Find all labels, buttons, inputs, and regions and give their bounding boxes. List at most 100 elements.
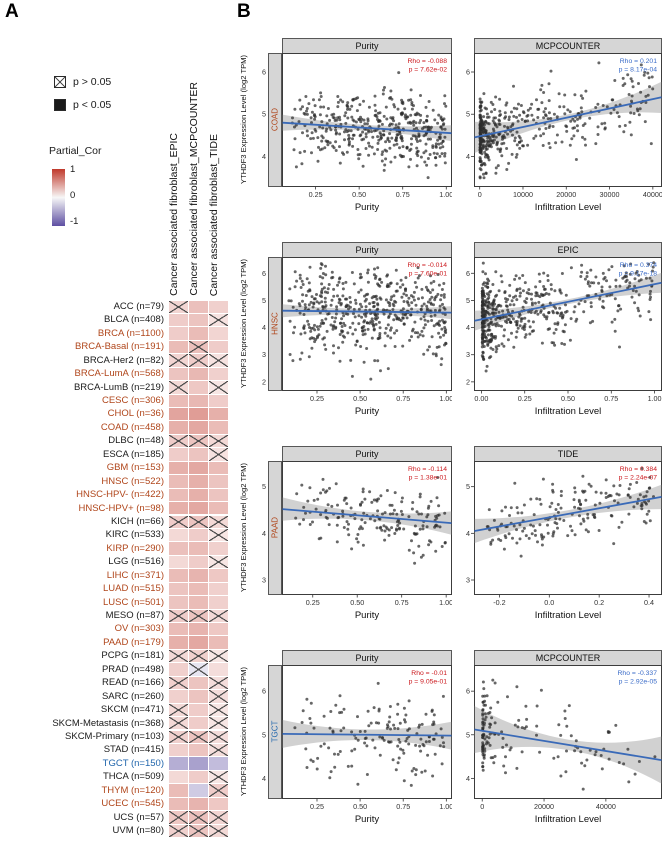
svg-text:0: 0 bbox=[478, 190, 482, 199]
panel-b-label: B bbox=[237, 1, 251, 22]
heatmap-cell bbox=[209, 784, 228, 797]
y-axis-ticks: 4 5 6 bbox=[262, 68, 266, 161]
cancer-type-label: BRCA-Basal (n=191) bbox=[75, 341, 164, 353]
heatmap-cell bbox=[189, 502, 208, 515]
heatmap-cell bbox=[209, 757, 228, 770]
svg-text:5: 5 bbox=[466, 482, 470, 491]
cancer-type-label: READ (n=166) bbox=[101, 677, 164, 689]
panel-title: Purity bbox=[355, 449, 379, 459]
heatmap-cell bbox=[209, 461, 228, 475]
heatmap-cell bbox=[169, 784, 188, 797]
cancer-type-label: SKCM-Primary (n=103) bbox=[65, 730, 164, 742]
heatmap-cell bbox=[189, 340, 208, 354]
heatmap-row: KICH (n=66) bbox=[0, 515, 240, 528]
cancer-type-label: KIRP (n=290) bbox=[106, 542, 164, 554]
heatmap-cell bbox=[189, 542, 208, 555]
heatmap-cell bbox=[189, 367, 208, 381]
p-value-annotation: p = 2.24e-07 bbox=[619, 475, 658, 482]
heatmap-cell bbox=[189, 555, 208, 569]
heatmap-cell bbox=[189, 609, 208, 622]
heatmap-row: OV (n=303) bbox=[0, 623, 240, 636]
cancer-type-label: BRCA-LumA (n=568) bbox=[74, 368, 165, 380]
facet-strip-label: COAD bbox=[271, 108, 280, 131]
svg-text:1.00: 1.00 bbox=[439, 598, 452, 607]
p-gt-label: p > 0.05 bbox=[73, 76, 112, 88]
svg-text:0.25: 0.25 bbox=[518, 394, 532, 403]
cancer-type-label: ESCA (n=185) bbox=[103, 448, 164, 460]
plot-area bbox=[474, 257, 662, 391]
svg-text:0.50: 0.50 bbox=[350, 598, 364, 607]
heatmap-cell bbox=[209, 313, 228, 327]
heatmap-cell bbox=[189, 461, 208, 475]
heatmap-cell bbox=[169, 340, 188, 354]
x-axis-ticks: -0.2 0.0 0.2 0.4 bbox=[493, 594, 654, 607]
svg-text:4: 4 bbox=[466, 529, 470, 538]
y-axis-ticks: 4 5 6 bbox=[466, 68, 474, 161]
heatmap-row: ESCA (n=185) bbox=[0, 448, 240, 461]
svg-text:6: 6 bbox=[466, 68, 470, 77]
heatmap-cell bbox=[209, 690, 228, 703]
svg-text:20000: 20000 bbox=[556, 190, 576, 199]
plot-area bbox=[474, 53, 662, 187]
svg-text:20000: 20000 bbox=[534, 802, 554, 811]
heatmap-cell bbox=[169, 367, 188, 381]
cancer-type-label: SKCM (n=471) bbox=[100, 704, 164, 716]
panel-a-label: A bbox=[5, 1, 19, 22]
heatmap-row: GBM (n=153) bbox=[0, 461, 240, 475]
heatmap-cell bbox=[209, 717, 228, 730]
cancer-type-label: MESO (n=87) bbox=[105, 610, 164, 622]
heatmap-cell bbox=[209, 636, 228, 649]
p-lt-0.05-swatch-icon bbox=[54, 99, 66, 111]
plot-area bbox=[282, 665, 452, 799]
heatmap-cell bbox=[209, 528, 228, 542]
heatmap-cell bbox=[189, 703, 208, 717]
heatmap-cell bbox=[209, 421, 228, 434]
heatmap-cell bbox=[209, 488, 228, 502]
plot-area bbox=[474, 665, 662, 799]
cancer-type-label: SARC (n=260) bbox=[101, 690, 164, 702]
svg-text:3: 3 bbox=[262, 350, 266, 359]
svg-text:0.75: 0.75 bbox=[396, 802, 410, 811]
heatmap-cell bbox=[169, 569, 188, 582]
p-value-annotation: p = 7.62e-02 bbox=[409, 67, 448, 74]
svg-text:4: 4 bbox=[466, 323, 470, 332]
p-lt-label: p < 0.05 bbox=[73, 99, 112, 111]
facet-strip bbox=[268, 665, 282, 799]
heatmap-cell bbox=[189, 743, 208, 757]
svg-text:5: 5 bbox=[262, 296, 266, 305]
heatmap-cell bbox=[169, 448, 188, 461]
cancer-type-label: UVM (n=80) bbox=[112, 825, 164, 837]
y-axis-ticks: 4 5 6 bbox=[466, 687, 474, 783]
heatmap-cell bbox=[189, 434, 208, 448]
heatmap-row: UVM (n=80) bbox=[0, 824, 240, 837]
heatmap-row: BRCA-Her2 (n=82) bbox=[0, 354, 240, 367]
heatmap-cell bbox=[189, 475, 208, 488]
y-axis-ticks: 4 5 6 bbox=[262, 687, 266, 783]
heatmap-row: BRCA-LumB (n=219) bbox=[0, 381, 240, 394]
rho-annotation: Rho = 0.374 bbox=[620, 262, 657, 269]
heatmap-row: THYM (n=120) bbox=[0, 784, 240, 797]
x-axis-title: Purity bbox=[355, 814, 380, 825]
heatmap-cell bbox=[209, 743, 228, 757]
heatmap-cell bbox=[169, 408, 188, 421]
heatmap-cell bbox=[169, 434, 188, 448]
svg-text:1.00: 1.00 bbox=[439, 190, 452, 199]
panel-title: TIDE bbox=[558, 449, 579, 459]
cancer-type-label: BLCA (n=408) bbox=[104, 314, 164, 326]
svg-text:5: 5 bbox=[466, 296, 470, 305]
heatmap-row: ACC (n=79) bbox=[0, 300, 240, 313]
heatmap-cell bbox=[169, 717, 188, 730]
heatmap-cell bbox=[169, 690, 188, 703]
facet-strip-label: TGCT bbox=[271, 721, 280, 743]
x-axis-ticks: 0 20000 40000 bbox=[480, 798, 616, 811]
heatmap-cell bbox=[189, 327, 208, 340]
panel-title: Purity bbox=[355, 653, 379, 663]
svg-text:0.75: 0.75 bbox=[396, 190, 410, 199]
svg-text:1.00: 1.00 bbox=[439, 802, 452, 811]
x-axis-ticks: 0.25 0.50 0.75 1.00 bbox=[310, 390, 452, 403]
svg-text:4: 4 bbox=[262, 323, 266, 332]
facet-strip bbox=[268, 257, 282, 391]
svg-text:6: 6 bbox=[466, 269, 470, 278]
trend-line bbox=[282, 508, 452, 524]
